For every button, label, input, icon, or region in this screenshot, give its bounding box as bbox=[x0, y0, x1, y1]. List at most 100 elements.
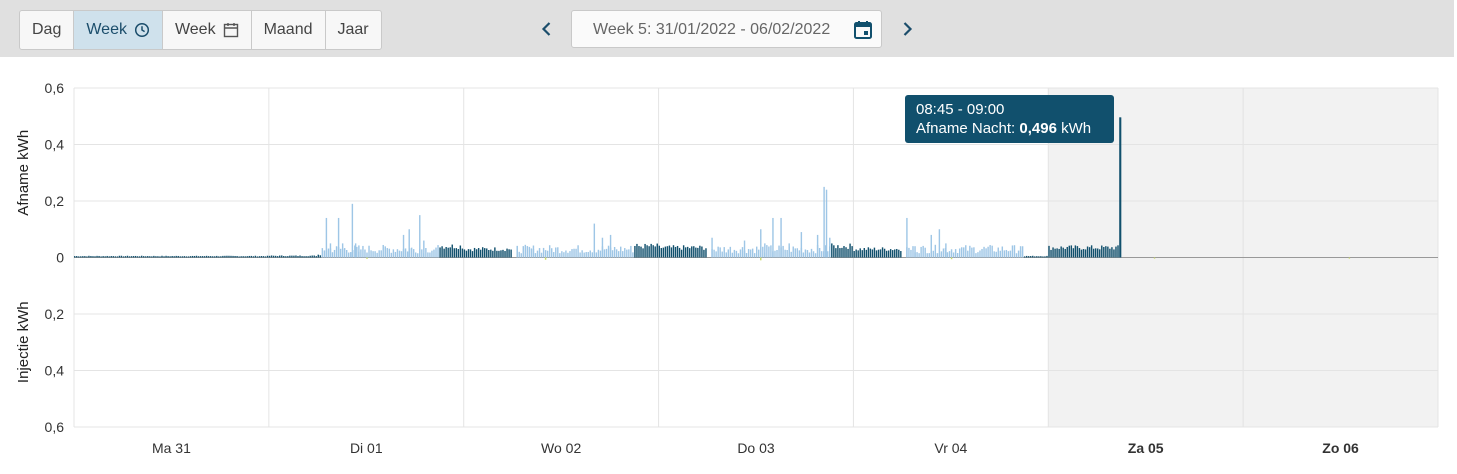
period-dag-button[interactable]: Dag bbox=[20, 11, 75, 49]
bar-afname-dag bbox=[802, 252, 805, 258]
bar-afname-dag bbox=[530, 248, 533, 258]
bar-afname-nacht bbox=[297, 256, 299, 258]
bar-afname-nacht bbox=[260, 256, 263, 258]
bar-afname-dag bbox=[366, 252, 368, 258]
bar-afname-nacht bbox=[130, 256, 133, 258]
bar-afname-nacht bbox=[670, 247, 673, 258]
bar-afname-nacht bbox=[1076, 246, 1079, 258]
bar-afname-nacht bbox=[504, 251, 506, 258]
period-jaar-label: Jaar bbox=[337, 21, 369, 38]
bar-afname-nacht bbox=[701, 246, 703, 258]
bar-afname-nacht bbox=[240, 256, 242, 258]
bar-afname-dag bbox=[932, 250, 935, 258]
bar-afname-nacht bbox=[120, 255, 123, 258]
bar-afname-nacht bbox=[1036, 256, 1038, 258]
bar-afname-nacht bbox=[179, 256, 181, 258]
bar-afname-nacht bbox=[494, 247, 496, 258]
tooltip-unit: kWh bbox=[1056, 120, 1092, 137]
bar-afname-dag bbox=[433, 249, 435, 258]
bar-injectie bbox=[1153, 257, 1156, 259]
bar-afname-nacht bbox=[289, 255, 291, 258]
bar-afname-nacht bbox=[151, 256, 153, 258]
bar-afname-dag bbox=[323, 250, 326, 258]
bar-afname-nacht bbox=[674, 246, 677, 258]
bar-afname-dag bbox=[987, 246, 989, 258]
bar-afname-nacht bbox=[1058, 248, 1060, 258]
bar-afname-nacht bbox=[112, 256, 114, 258]
bar-afname-dag bbox=[410, 247, 413, 258]
bar-afname-nacht bbox=[252, 256, 255, 258]
bar-afname-dag bbox=[350, 252, 352, 258]
bar-afname-nacht bbox=[447, 247, 449, 258]
bar-afname-nacht bbox=[666, 246, 669, 258]
bar-afname-nacht bbox=[1090, 245, 1093, 258]
bar-afname-dag bbox=[563, 252, 565, 258]
bar-afname-nacht bbox=[648, 246, 650, 258]
bar-afname-nacht bbox=[106, 255, 108, 258]
bar-afname-nacht bbox=[496, 250, 498, 258]
period-jaar-button[interactable]: Jaar bbox=[326, 11, 381, 49]
bar-afname-nacht bbox=[865, 249, 868, 258]
bar-afname-nacht bbox=[1115, 246, 1117, 258]
bar-afname-nacht bbox=[1054, 248, 1056, 258]
bar-afname-dag bbox=[952, 252, 955, 258]
bar-afname-nacht bbox=[490, 249, 492, 258]
bar-afname-nacht bbox=[839, 248, 841, 258]
bar-afname-nacht bbox=[693, 246, 695, 258]
period-week-calendar-button[interactable]: Week bbox=[163, 11, 252, 49]
bar-afname-dag bbox=[956, 253, 959, 258]
bar-afname-dag bbox=[920, 246, 922, 258]
bar-afname-nacht bbox=[305, 256, 307, 258]
bar-afname-nacht bbox=[128, 256, 131, 258]
period-maand-button[interactable]: Maand bbox=[252, 11, 326, 49]
bar-afname-nacht bbox=[664, 246, 667, 258]
bar-afname-nacht bbox=[283, 256, 285, 258]
bar-afname-dag bbox=[356, 246, 358, 258]
bar-afname-nacht bbox=[510, 249, 512, 258]
bar-afname-dag-peak bbox=[532, 249, 535, 258]
bar-afname-dag bbox=[589, 250, 591, 258]
chevron-left-icon[interactable] bbox=[536, 18, 558, 40]
x-tick-label: Za 05 bbox=[1128, 440, 1164, 456]
bar-afname-dag bbox=[603, 249, 606, 258]
bar-afname-nacht bbox=[272, 255, 275, 258]
date-range-picker[interactable]: Week 5: 31/01/2022 - 06/02/2022 bbox=[571, 10, 882, 48]
bar-afname-nacht bbox=[222, 255, 224, 258]
bar-afname-nacht bbox=[1111, 247, 1113, 258]
bar-afname-nacht bbox=[145, 256, 147, 258]
bar-afname-dag bbox=[948, 251, 951, 258]
bar-afname-dag bbox=[918, 253, 920, 258]
bar-afname-nacht bbox=[871, 249, 874, 258]
period-week-time-button[interactable]: Week bbox=[74, 11, 163, 49]
bar-afname-dag-peak bbox=[764, 243, 766, 258]
bar-afname-nacht bbox=[863, 248, 865, 258]
bar-afname-dag bbox=[573, 248, 575, 258]
y-axis-title-afname: Afname kWh bbox=[15, 130, 32, 216]
bar-afname-dag bbox=[427, 252, 429, 258]
chevron-right-icon[interactable] bbox=[896, 18, 918, 40]
bar-afname-dag bbox=[607, 245, 610, 258]
calendar-icon[interactable] bbox=[853, 20, 873, 40]
bar-afname-nacht bbox=[293, 255, 295, 258]
bar-afname-dag bbox=[810, 248, 813, 258]
bar-afname-dag bbox=[1021, 246, 1024, 258]
bar-afname-nacht bbox=[98, 255, 100, 258]
period-maand-label: Maand bbox=[263, 21, 313, 38]
bar-afname-nacht bbox=[459, 245, 462, 258]
bar-afname-dag bbox=[335, 246, 338, 258]
bar-afname-nacht bbox=[1025, 255, 1028, 258]
bar-afname-nacht bbox=[214, 256, 216, 258]
y-tick-label: 0,6 bbox=[45, 419, 65, 435]
bar-afname-nacht bbox=[686, 246, 689, 258]
bar-afname-nacht bbox=[209, 256, 212, 258]
bar-afname-nacht bbox=[672, 245, 675, 258]
bar-afname-nacht bbox=[1038, 256, 1040, 258]
bar-afname-nacht bbox=[1027, 256, 1030, 258]
bar-afname-nacht bbox=[461, 248, 464, 258]
bar-afname-dag bbox=[386, 248, 389, 258]
bar-afname-nacht bbox=[445, 247, 447, 258]
bar-afname-dag bbox=[1003, 250, 1006, 258]
bar-afname-nacht bbox=[201, 256, 204, 258]
bar-afname-dag bbox=[818, 247, 821, 258]
bar-afname-nacht bbox=[833, 245, 835, 258]
